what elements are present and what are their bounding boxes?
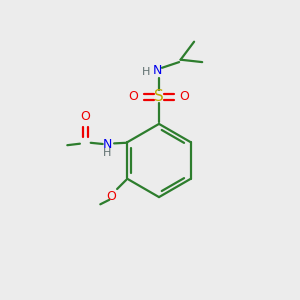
Text: H: H (142, 67, 151, 77)
Text: O: O (180, 90, 189, 104)
Text: O: O (80, 110, 90, 123)
Text: N: N (153, 64, 162, 77)
Text: H: H (103, 148, 111, 158)
Text: N: N (103, 138, 112, 151)
Text: S: S (154, 89, 164, 104)
Text: O: O (129, 90, 138, 104)
Text: O: O (106, 190, 116, 203)
